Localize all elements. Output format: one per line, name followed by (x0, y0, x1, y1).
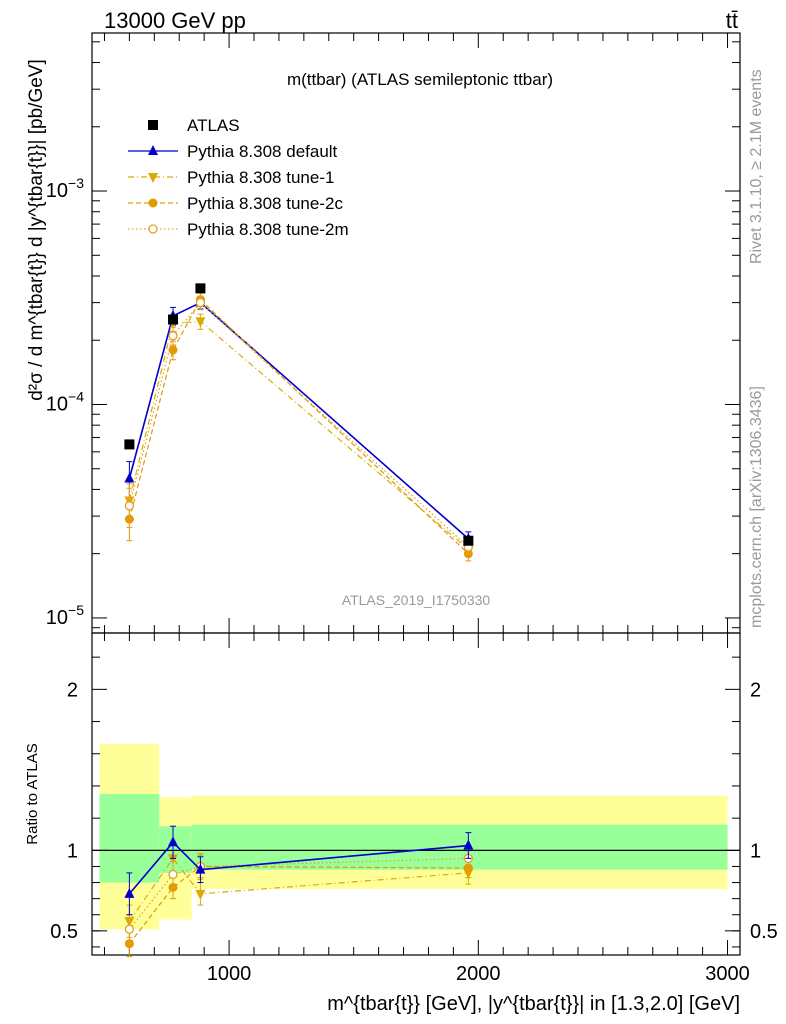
legend-marker (148, 120, 158, 130)
ratio-y-tick-label: 2 (67, 679, 78, 701)
ratio-series-0-point (463, 839, 474, 850)
legend-marker (148, 173, 158, 183)
ratio-panel: 0.5 0.5 1 1 2 2 1000 2000 3000 Ratio to ATLAS m^{t… (24, 632, 778, 1015)
y-tick-label: 10−4 (46, 388, 84, 415)
main-series-4-line (128, 301, 469, 548)
x-tick-label: 3000 (705, 963, 750, 985)
legend-marker (148, 145, 158, 155)
ratio-y-tick-label: 0.5 (50, 921, 78, 943)
legend-label: ATLAS (187, 116, 240, 135)
ratio-series-1-point (168, 854, 178, 865)
main-series-0-point (195, 283, 206, 294)
x-axis-label: m^{tbar{t}} [GeV], |y^{tbar{t}}| in [1.3… (327, 993, 740, 1015)
legend-marker (148, 198, 158, 208)
x-tick-label: 1000 (207, 963, 252, 985)
main-series-0-point (463, 535, 474, 546)
ratio-series-3-point (168, 869, 178, 880)
uncertainty-band-inner (99, 794, 160, 883)
main-series-1-point (124, 472, 135, 483)
ratio-y-tick-label-right: 0.5 (750, 921, 778, 943)
ratio-y-tick-label-right: 1 (750, 840, 761, 862)
rivet-label: Rivet 3.1.10, ≥ 2.1M events (748, 69, 765, 264)
y-axis-label: d²σ / d m^{tbar{t}} d |y^{tbar{t}}| [pb/… (26, 59, 47, 401)
ratio-series-2-line (128, 865, 469, 945)
legend-label: Pythia 8.308 tune-2m (187, 220, 349, 239)
chart-title: m(ttbar) (ATLAS semileptonic ttbar) (287, 70, 553, 89)
x-tick-label: 2000 (456, 963, 501, 985)
ratio-series-0-point (195, 863, 206, 874)
main-series-4-point (168, 331, 178, 341)
legend: ATLAS Pythia 8.308 default Pythia 8.308 tu… (128, 116, 349, 239)
ratio-series-0-point (168, 836, 178, 847)
uncertainty-band-inner (159, 826, 192, 873)
ratio-series-0-line (128, 841, 469, 895)
main-panel: 10−5 10−4 10−3 m(ttbar) (ATLAS semileptonic… (26, 32, 741, 634)
legend-label: Pythia 8.308 default (187, 142, 338, 161)
main-series-3-line (128, 298, 469, 555)
ratio-frame (91, 632, 741, 956)
y-tick-label: 10−3 (46, 175, 84, 202)
ratio-series-3-point (124, 924, 135, 934)
ratio-series-1-point (195, 889, 206, 900)
main-series-4-point (124, 501, 135, 511)
header-right: tt̄ (726, 8, 738, 33)
mcplots-label: mcplots.cern.ch [arXiv:1306.3436] (748, 386, 765, 628)
ratio-y-tick-label-right: 2 (750, 679, 761, 701)
ratio-y-tick-label: 1 (67, 840, 78, 862)
ratio-series-3-line (128, 857, 469, 930)
ratio-y-axis-label: Ratio to ATLAS (24, 743, 41, 844)
main-series-0-point (168, 314, 178, 325)
main-series-3-point (168, 345, 178, 355)
legend-marker (148, 224, 158, 234)
main-series-0-point (124, 439, 135, 450)
watermark: ATLAS_2019_I1750330 (342, 592, 491, 608)
ratio-series-0-point (124, 887, 135, 898)
y-tick-label: 10−5 (46, 602, 84, 629)
legend-label: Pythia 8.308 tune-2c (187, 194, 343, 213)
main-series-1-line (128, 301, 469, 540)
main-series-4-point (195, 297, 206, 308)
header-left: 13000 GeV pp (104, 8, 246, 33)
legend-label: Pythia 8.308 tune-1 (187, 168, 334, 187)
main-series-2-point (195, 317, 206, 328)
main-series-2-line (128, 320, 469, 550)
